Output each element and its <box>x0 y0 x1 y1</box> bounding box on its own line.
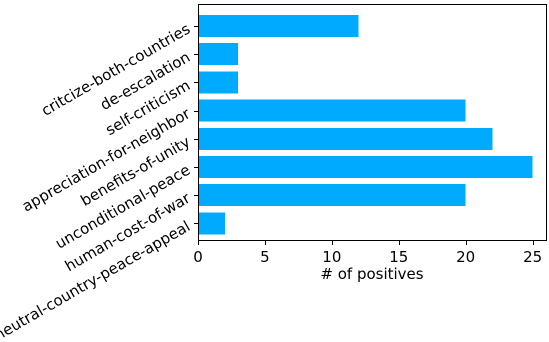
bar-benefits-of-unity <box>198 127 493 150</box>
bar-human-cost-of-war <box>198 184 466 207</box>
x-tick-label: 5 <box>260 248 270 266</box>
bar-de-escalation <box>198 43 239 66</box>
plot-frame <box>198 4 547 241</box>
x-tick-label: 0 <box>193 248 203 266</box>
x-tick-label: 25 <box>523 248 542 266</box>
bars-group <box>198 15 533 235</box>
x-tick-label: 15 <box>389 248 408 266</box>
x-axis-title: # of positives <box>320 265 423 283</box>
bar-unconditional-peace <box>198 156 533 178</box>
x-tick-label: 20 <box>456 248 475 266</box>
y-axis-ticks: critcize-both-countriesde-escalationself… <box>0 20 198 342</box>
x-axis-ticks: 0 5 10 15 20 25 <box>193 240 542 266</box>
bar-self-criticism <box>198 71 239 94</box>
bar-critcize-both-countries <box>198 15 359 37</box>
bar-neutral-country-peace-appeal <box>198 212 225 235</box>
x-tick-label: 10 <box>322 248 341 266</box>
y-tick-label: neutral-country-peace-appeal <box>0 217 193 342</box>
bar-appreciation-for-neighbor <box>198 99 466 122</box>
